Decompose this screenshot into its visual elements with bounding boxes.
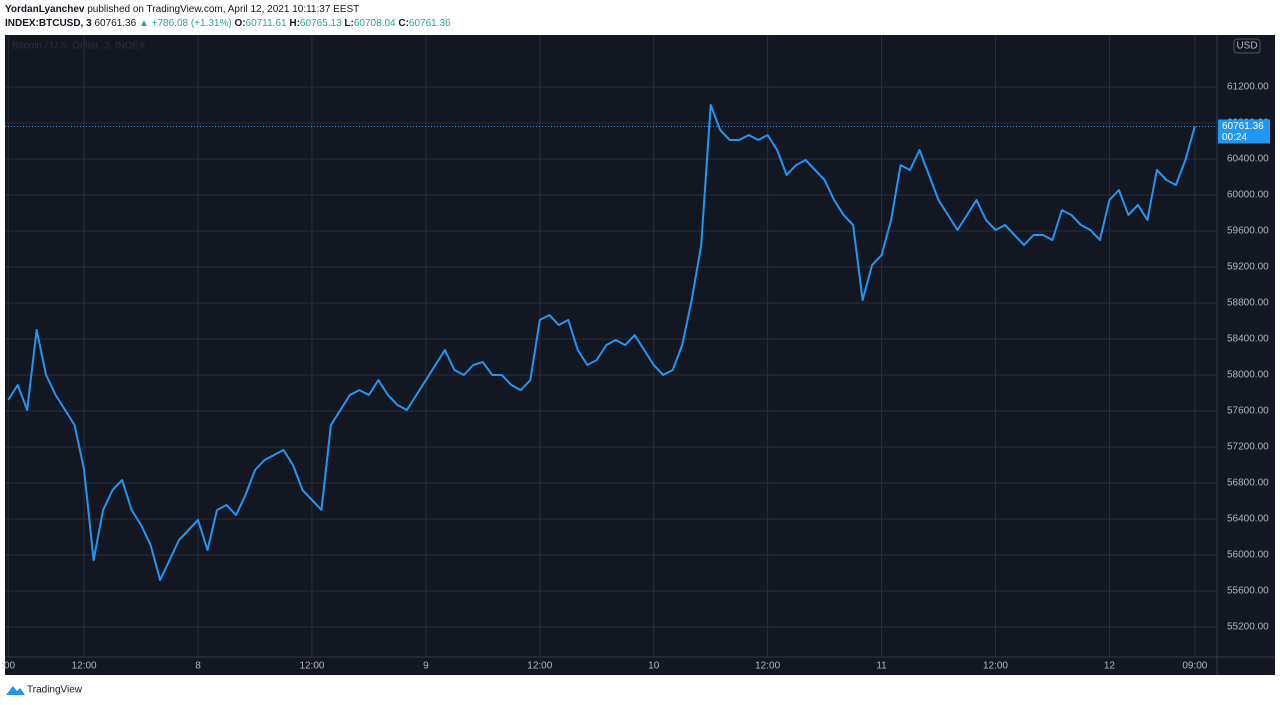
y-tick-label: 59200.00 [1227,262,1269,273]
y-tick-label: 61200.00 [1227,82,1269,93]
y-tick-label: 58400.00 [1227,334,1269,345]
symbol: INDEX:BTCUSD, 3 [5,18,92,29]
last: 60761.36 [94,18,136,29]
x-tick-label: 12:00 [983,661,1008,672]
x-tick-label: :00 [1,661,15,672]
chart-panel [5,35,1275,675]
y-tick-label: 57200.00 [1227,442,1269,453]
x-tick-label: 12:00 [299,661,324,672]
high-label: H: [289,18,300,29]
header-line-2: INDEX:BTCUSD, 3 60761.36 ▲ +786.08 (+1.3… [5,18,451,29]
brand: TradingView [27,685,83,696]
x-tick-label: 10 [648,661,660,672]
last-price-box [1218,119,1270,144]
x-tick-label: 12:00 [72,661,97,672]
logo-icon [6,686,25,695]
close-label: C: [398,18,409,29]
currency: USD [1236,41,1257,52]
plot-area [5,104,1217,581]
y-tick-label: 56800.00 [1227,478,1269,489]
x-tick-label: 12:00 [527,661,552,672]
high: 60765.13 [300,18,342,29]
grid [5,35,1217,657]
currency-box [1233,38,1261,54]
close: 60761.36 [409,18,451,29]
x-tick-label: 9 [423,661,429,672]
header-line-1: YordanLyanchev published on TradingView.… [5,4,359,15]
low-label: L: [344,18,353,29]
watermark: Bitcoin / U.S. Dollar, 3, INDEX [12,41,146,52]
low: 60708.04 [354,18,396,29]
open: 60711.61 [246,18,287,29]
y-tick-label: 60400.00 [1227,154,1269,165]
x-tick-label: 8 [195,661,201,672]
y-tick-label: 57600.00 [1227,406,1269,417]
y-tick-label: 58000.00 [1227,370,1269,381]
x-tick-label: 12:00 [755,661,780,672]
price-line [7,104,1196,581]
author: YordanLyanchev [5,4,85,15]
axes: 55200.00 55600.00 56000.00 56400.00 56800.00… [1,82,1270,672]
last-price-label: 60761.36 [1222,121,1264,132]
x-tick-label: 11 [876,661,887,672]
y-tick-label: 55600.00 [1227,586,1269,597]
y-tick-label: 56400.00 [1227,514,1269,525]
y-tick-label: 56000.00 [1227,550,1269,561]
y-tick-label: 60000.00 [1227,190,1269,201]
countdown: 00:24 [1222,132,1247,143]
change: ▲ +786.08 (+1.31%) [139,18,232,29]
x-tick-label: 09:00 [1182,661,1207,672]
open-label: O: [234,18,245,29]
y-tick-label: 58800.00 [1227,298,1269,309]
footer-logo: TradingView [6,685,83,696]
y-tick-label: 55200.00 [1227,622,1269,633]
y-tick-label: 59600.00 [1227,226,1269,237]
published: published on TradingView.com, April 12, … [87,4,359,15]
x-tick-label: 12 [1104,661,1116,672]
